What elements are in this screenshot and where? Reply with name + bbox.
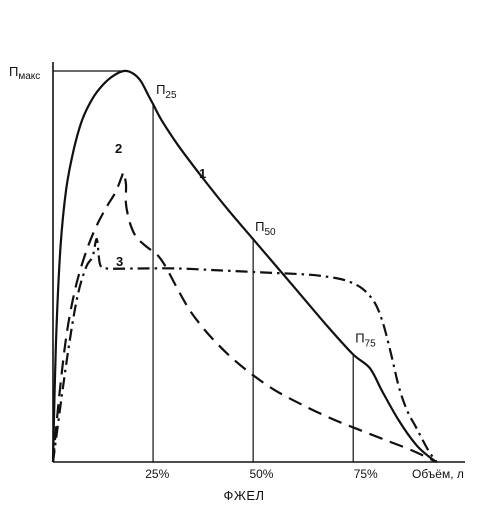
y-max-sub: макс [18,71,40,82]
x-tick-labels: 25% 50% 75% [145,467,378,481]
x-tick-label-50: 50% [249,467,273,481]
axes [52,62,465,463]
y-max-label: Пмакс [9,64,40,82]
x-tick-label-25: 25% [145,467,169,481]
x-tick-label-75: 75% [354,467,378,481]
annotation-p25: П25 [156,82,177,101]
annotation-p25-main: П [156,82,165,97]
annotation-p25-sub: 25 [165,90,177,101]
x-end-label: Объём, л [412,467,464,481]
annotation-p50-main: П [255,219,264,234]
curve-labels: 1 2 3 [115,141,206,269]
series-group [51,69,438,463]
x-axis-title: ФЖЕЛ [223,488,264,503]
series-line-3 [51,237,438,463]
series-line-1 [51,69,438,463]
y-max-main: П [9,64,18,79]
curve-label-3: 3 [116,254,123,269]
curve-label-2: 2 [115,141,122,156]
series-line-2 [51,171,438,463]
chart-text: Пмакс Объём, л ФЖЕЛ [9,64,464,503]
annotation-p50: П50 [255,219,276,238]
curve-label-1: 1 [199,166,206,181]
guide-lines [53,70,354,462]
annotation-p75: П75 [355,330,376,349]
annotation-p75-sub: 75 [365,338,377,349]
annotation-p50-sub: 50 [264,227,276,238]
annotation-p75-main: П [355,330,364,345]
